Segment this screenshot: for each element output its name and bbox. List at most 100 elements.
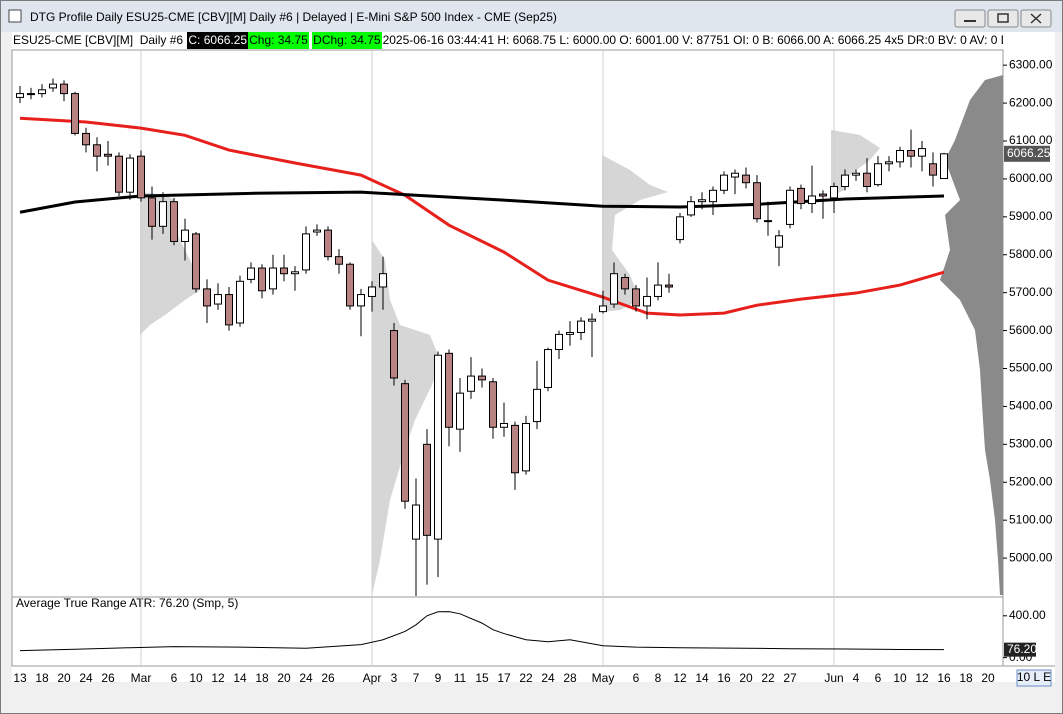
candle-body [819,193,827,197]
x-tick-label: 14 [695,671,709,685]
candle-body [885,161,893,165]
candle-body [610,273,618,305]
candle-body [511,424,519,474]
candle-body [269,267,277,290]
candle-body [379,273,387,288]
candle-body [555,333,563,351]
candle-body [456,392,464,430]
x-tick-label: 20 [277,671,291,685]
candle-body [302,233,310,271]
x-tick-label: 26 [101,671,115,685]
candle-body [148,197,156,227]
candle-body [335,256,343,265]
last-price-label: 6066.25 [1007,146,1051,160]
candle-body [236,280,244,324]
candle-body [500,422,508,428]
title-bar [1,1,1062,32]
volume-profile [140,192,200,335]
candle-body [841,174,849,187]
candle-body [478,375,486,381]
moving-average [19,116,945,317]
candle-body [544,349,552,388]
y-tick-label: 5000.00 [1009,550,1053,564]
candle-body [324,229,332,258]
candle-body [16,93,24,98]
atr-value-label: 76.20 [1007,642,1037,656]
candle-body [60,83,68,95]
candle-body [852,172,860,176]
candle-body [621,277,629,290]
candle-body [709,189,717,203]
x-tick-label: 16 [937,671,951,685]
y-tick-label: 5900.00 [1009,209,1053,223]
status-box[interactable] [1016,669,1052,687]
status-text: 10 L E [1017,670,1051,684]
x-tick-label: 6 [875,671,882,685]
candle-body [929,163,937,176]
x-tick-label: 28 [563,671,577,685]
candle-body [665,284,673,288]
atr-line [19,611,945,652]
volume-profile [602,155,668,312]
candle-body [192,233,200,290]
x-tick-label: 8 [655,671,662,685]
candle-body [368,286,376,297]
candle-body [797,187,805,205]
candle-body [467,375,475,392]
candle-body [720,174,728,191]
x-tick-label: 10 [893,671,907,685]
x-tick-label: 12 [915,671,929,685]
x-tick-label: 12 [211,671,225,685]
close-value: C: 6066.25 [187,32,249,49]
x-tick-label: 13 [13,671,27,685]
x-tick-label: 22 [519,671,533,685]
candle-body [566,331,574,335]
x-tick-label: Jun [824,671,843,685]
candle-body [82,132,90,146]
candle-body [786,189,794,225]
candle-body [159,201,167,227]
x-tick-label: Apr [363,671,382,685]
candle-body [126,157,134,193]
candle-body [291,271,299,275]
y-tick-label: 6100.00 [1009,133,1053,147]
candle-body [203,288,211,307]
y-tick-label: 5600.00 [1009,323,1053,337]
minimize-button[interactable] [954,9,986,28]
x-tick-label: 18 [959,671,973,685]
candle-body [907,149,915,157]
x-tick-label: 22 [761,671,775,685]
candle-body [863,172,871,188]
info-bar: ESU25-CME [CBV][M] Daily #6 C: 6066.25 Ch… [12,32,1003,49]
candle-body [258,267,266,292]
candle-body [115,155,123,193]
y-tick-label: 5200.00 [1009,474,1053,488]
candle-body [434,354,442,540]
x-tick-label: 17 [497,671,511,685]
x-tick-label: 26 [321,671,335,685]
candle-body [753,182,761,220]
x-tick-label: 24 [299,671,313,685]
candle-body [214,294,222,305]
candle-body [830,186,838,199]
candle-body [764,220,772,223]
restore-button[interactable] [987,9,1019,28]
candle-body [181,229,189,242]
candle-body [313,229,321,233]
candle-body [676,216,684,241]
x-tick-label: 7 [413,671,420,685]
candle-body [225,294,233,326]
y-tick-label: 6000.00 [1009,171,1053,185]
x-tick-label: 12 [673,671,687,685]
candle-body [489,381,497,428]
x-tick-label: 20 [57,671,71,685]
x-tick-label: 27 [783,671,797,685]
candle-body [742,174,750,184]
candle-body [423,443,431,536]
y-tick-label: 6200.00 [1009,95,1053,109]
candle-body [874,163,882,186]
last-price-box [1004,145,1050,162]
y-tick-label: 6300.00 [1009,57,1053,71]
candle-body [445,352,453,428]
candle-body [775,235,783,248]
